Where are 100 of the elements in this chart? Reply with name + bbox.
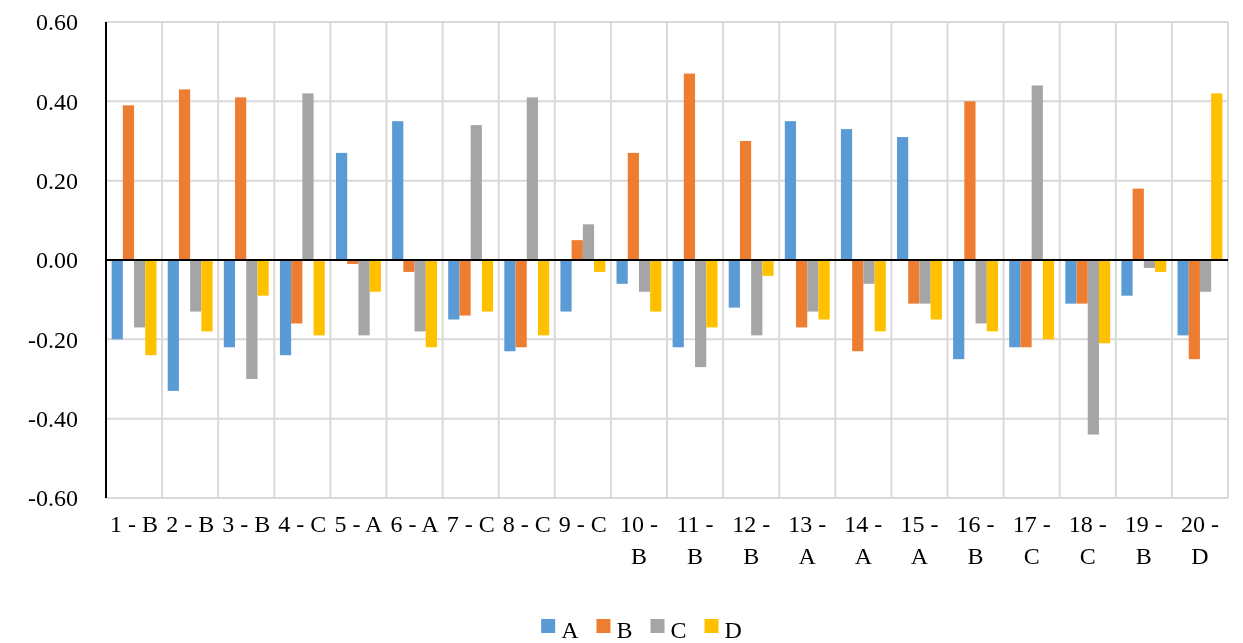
bar <box>852 260 864 352</box>
bar <box>751 260 763 336</box>
x-tick-label: 4 - C <box>278 511 327 537</box>
bar <box>953 260 965 360</box>
bar <box>1121 260 1133 296</box>
bar <box>190 260 202 312</box>
x-tick-label: 5 - A <box>334 511 384 537</box>
bar <box>762 260 774 276</box>
bar <box>235 97 247 260</box>
x-tick-label: 16 - B <box>956 511 995 570</box>
bar <box>537 260 550 336</box>
bar <box>134 260 146 328</box>
bar <box>560 260 572 312</box>
bar <box>908 260 920 304</box>
x-tick-label: 2 - B <box>166 511 215 537</box>
bar <box>638 260 651 292</box>
bar <box>470 125 482 260</box>
x-tick-label: 15 - A <box>900 511 939 570</box>
bar <box>807 260 819 312</box>
bar <box>594 260 606 272</box>
bar <box>1132 188 1144 260</box>
x-tick-label: 6 - A <box>390 511 440 537</box>
x-tick-label: 3 - B <box>222 511 271 537</box>
bar <box>313 260 325 336</box>
y-tick-label: 0.20 <box>36 168 78 195</box>
x-tick-label: 9 - C <box>558 511 607 537</box>
bar <box>919 260 931 304</box>
bar <box>504 260 516 352</box>
bar <box>1065 260 1077 304</box>
x-tick-label: 20 - D <box>1180 511 1219 570</box>
y-tick-label: 0.60 <box>36 9 78 36</box>
x-tick-label: 10 - B <box>619 511 658 570</box>
x-tick-label: 13 - A <box>788 511 827 570</box>
bar <box>122 105 135 260</box>
bar <box>930 260 942 320</box>
bar <box>526 97 538 260</box>
bar <box>627 152 639 260</box>
legend-label: A <box>561 616 580 643</box>
legend-label: D <box>724 616 742 643</box>
bar <box>302 93 314 260</box>
bar <box>1188 260 1200 360</box>
x-tick-label: 7 - C <box>446 511 495 537</box>
bar <box>1076 260 1088 304</box>
bar <box>291 260 303 324</box>
bar <box>515 260 527 348</box>
bar <box>1199 260 1212 292</box>
bar <box>403 260 415 272</box>
bar <box>257 260 269 296</box>
bar <box>840 129 853 260</box>
x-tick-label: 14 - A <box>844 511 883 570</box>
bar <box>392 121 404 260</box>
bar <box>1211 93 1223 260</box>
bar <box>145 260 157 356</box>
bar <box>571 240 583 260</box>
y-tick-label: 0.00 <box>36 247 78 274</box>
bar <box>223 260 236 348</box>
bar <box>414 260 426 332</box>
bar <box>178 89 191 260</box>
bar <box>201 260 213 332</box>
bar <box>739 141 752 260</box>
y-tick-label: -0.20 <box>28 326 78 353</box>
x-tick-label: 17 - C <box>1012 511 1051 570</box>
bar <box>1098 260 1111 344</box>
y-tick-label: 0.40 <box>36 88 78 115</box>
bar <box>1087 260 1099 435</box>
y-tick-label: -0.40 <box>28 406 78 433</box>
x-tick-label: 19 - B <box>1124 511 1163 570</box>
bar <box>874 260 886 332</box>
bar <box>672 260 684 348</box>
bar <box>481 260 494 312</box>
x-tick-label: 18 - C <box>1068 511 1107 570</box>
bar <box>695 260 707 368</box>
bar <box>425 260 437 348</box>
bar <box>336 152 348 260</box>
bar <box>448 260 460 320</box>
bar <box>246 260 258 379</box>
x-tick-label: 11 - B <box>676 511 714 570</box>
bar <box>279 260 292 356</box>
bar <box>1009 260 1021 348</box>
bar <box>986 260 998 332</box>
bar <box>964 101 976 260</box>
bar <box>1020 260 1032 348</box>
bar <box>706 260 718 328</box>
legend-label: C <box>670 616 687 643</box>
y-tick-label: -0.60 <box>28 485 78 512</box>
x-tick-label: 8 - C <box>502 511 551 537</box>
bar <box>863 260 875 284</box>
bar <box>1031 85 1043 260</box>
bar <box>784 121 797 260</box>
bar <box>1155 260 1167 272</box>
bar <box>167 260 179 391</box>
bar <box>650 260 662 312</box>
bar <box>616 260 628 284</box>
bar <box>818 260 830 320</box>
bar <box>369 260 381 292</box>
bar <box>683 73 696 260</box>
bar <box>111 260 123 340</box>
bar <box>728 260 740 308</box>
x-tick-label: 1 - B <box>110 511 159 537</box>
bar <box>459 260 471 316</box>
